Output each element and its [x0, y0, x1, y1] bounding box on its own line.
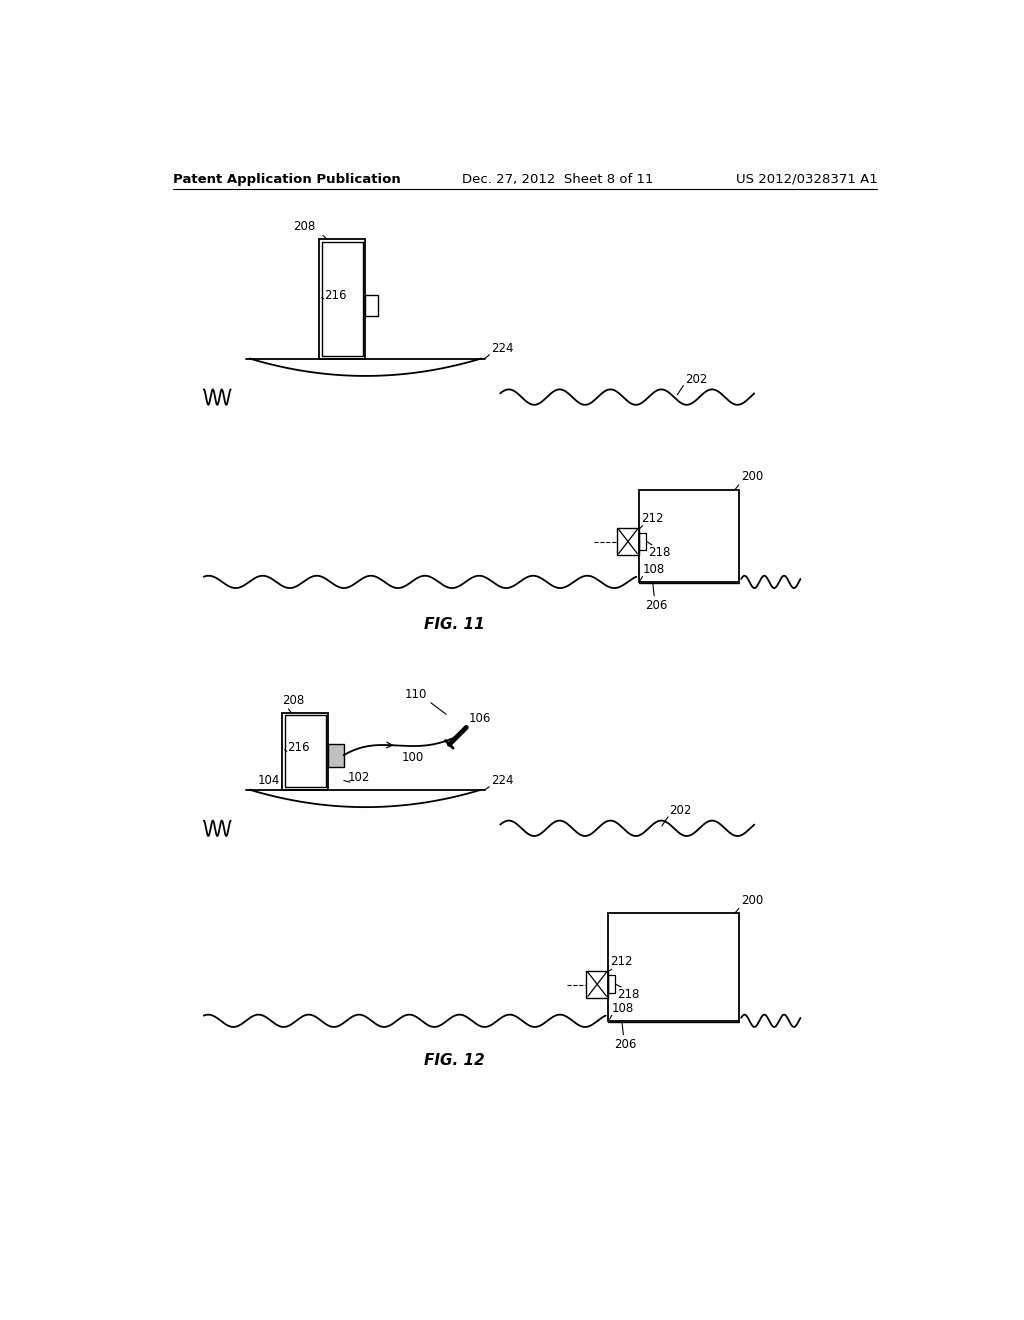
Text: 216: 216: [287, 741, 309, 754]
Bar: [587, 970, 608, 998]
Bar: [639, 533, 646, 550]
Text: 218: 218: [617, 987, 640, 1001]
Text: 106: 106: [469, 711, 490, 725]
Text: 208: 208: [293, 220, 315, 234]
Bar: [366, 294, 378, 317]
Bar: [322, 242, 364, 356]
Text: 202: 202: [670, 804, 692, 817]
Text: 218: 218: [648, 545, 671, 558]
Bar: [329, 743, 344, 767]
Text: FIG. 12: FIG. 12: [424, 1053, 484, 1068]
Text: 108: 108: [611, 1002, 634, 1015]
Text: 110: 110: [404, 688, 427, 701]
Text: 200: 200: [741, 470, 764, 483]
Text: 212: 212: [641, 512, 664, 525]
Text: 206: 206: [614, 1038, 637, 1051]
Bar: [285, 715, 326, 788]
Text: 102: 102: [348, 771, 370, 784]
Bar: [608, 913, 739, 1020]
Text: 208: 208: [283, 693, 304, 706]
Bar: [608, 975, 614, 993]
Text: 200: 200: [741, 894, 764, 907]
Bar: [283, 713, 329, 789]
Text: 108: 108: [643, 562, 665, 576]
Bar: [617, 528, 639, 554]
Text: 202: 202: [685, 372, 708, 385]
Text: 212: 212: [610, 954, 633, 968]
Bar: [319, 239, 366, 359]
Bar: [639, 490, 739, 582]
Text: Patent Application Publication: Patent Application Publication: [173, 173, 400, 186]
Text: 216: 216: [324, 289, 346, 301]
Text: 224: 224: [490, 342, 513, 355]
Text: US 2012/0328371 A1: US 2012/0328371 A1: [735, 173, 878, 186]
Text: FIG. 11: FIG. 11: [424, 616, 484, 632]
Text: 104: 104: [258, 775, 280, 788]
Text: 206: 206: [645, 599, 668, 612]
Text: Dec. 27, 2012  Sheet 8 of 11: Dec. 27, 2012 Sheet 8 of 11: [462, 173, 653, 186]
Text: 224: 224: [490, 774, 513, 787]
Text: 100: 100: [401, 751, 424, 764]
